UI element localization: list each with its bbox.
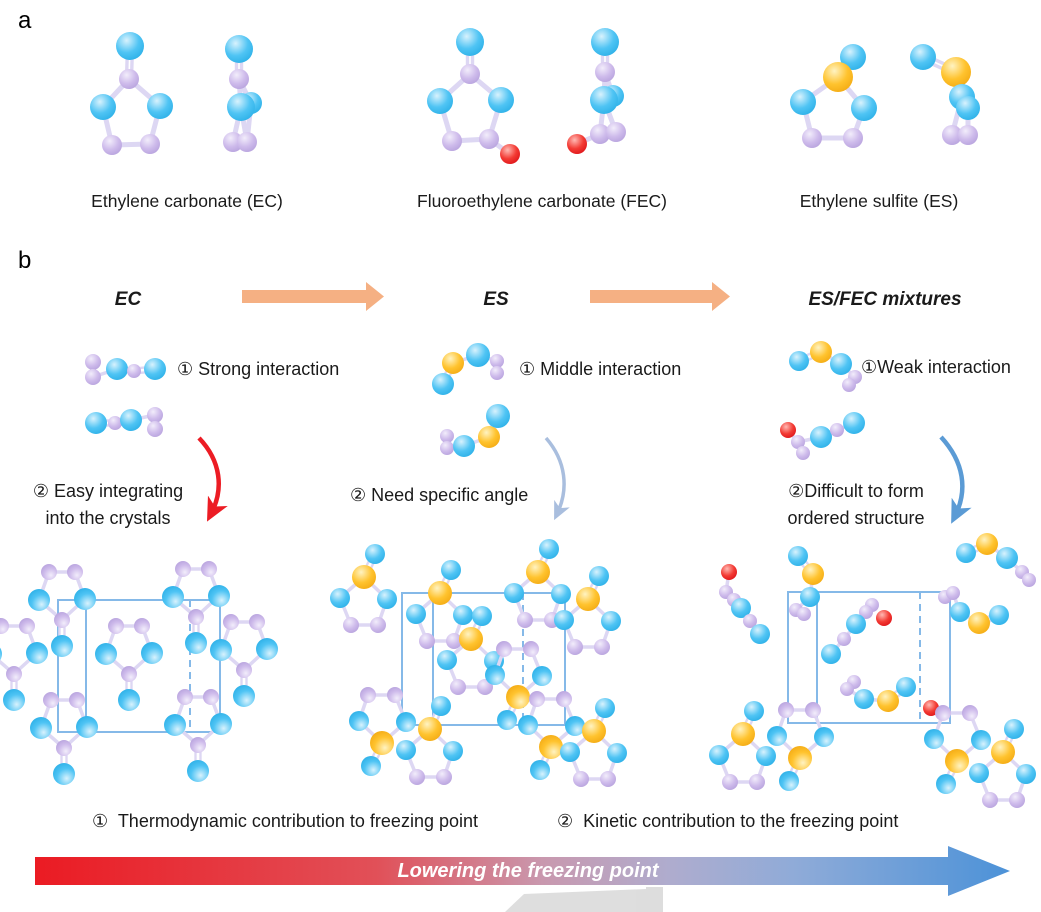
crystal-es	[330, 539, 627, 787]
kinetic-ec: ② Easy integrating into the crystals	[32, 481, 184, 528]
ec-ring-2-molecule	[95, 618, 163, 711]
ec-side-view	[223, 35, 262, 152]
ec-ring-5-molecule	[30, 692, 98, 785]
caption-es: Ethylene sulfite (ES)	[799, 191, 959, 211]
ec-ring-1	[162, 561, 230, 654]
kinetic-mix: ②Difficult to form ordered structure	[787, 481, 925, 528]
ec-ring-6	[164, 689, 232, 782]
curved-arrow-ec	[197, 436, 228, 522]
mix-es-chain-g	[938, 586, 1009, 634]
interaction-middle: ① Middle interaction	[519, 359, 682, 379]
es-ring-6-molecule	[349, 687, 416, 776]
flow-arrow-ec-es	[242, 282, 384, 311]
mix-es-chain-c	[956, 533, 1036, 587]
interaction-weak: ①Weak interaction	[861, 357, 1011, 377]
es-ring-3-molecule	[554, 566, 621, 655]
freezing-arrow-label: Lowering the freezing point	[397, 860, 659, 882]
watermark-shape	[505, 887, 663, 912]
es-ring-8	[518, 691, 585, 780]
legend-thermodynamic: ① Thermodynamic contribution to freezing…	[92, 811, 478, 831]
ec-ring-1-molecule	[162, 561, 230, 654]
es-ring-7	[396, 696, 463, 785]
mix-ring-2	[924, 705, 991, 794]
es-ring-7-molecule	[396, 696, 463, 785]
mix-ring-1-molecule	[767, 702, 834, 791]
es-ring-5	[485, 641, 552, 730]
ec-ring-3-molecule	[0, 618, 48, 711]
mix-es-chain-e	[840, 675, 939, 716]
header-es-fec: ES/FEC mixtures	[808, 289, 962, 310]
mix-ring-0	[709, 701, 776, 790]
crystal-ec	[0, 561, 278, 785]
ec-front-view	[90, 32, 173, 155]
panel-a-label: a	[18, 7, 32, 34]
es-ring-0-molecule	[330, 544, 397, 633]
mix-chain-d	[821, 598, 892, 664]
ec-ring-3	[0, 618, 48, 711]
ec-ring-6-molecule	[164, 689, 232, 782]
mix-es-chain-b	[788, 546, 824, 621]
mix-ring-1	[767, 702, 834, 791]
es-pair-molecule-1	[432, 343, 504, 395]
crystal-mix	[709, 701, 1036, 808]
flow-arrow-es-mix	[590, 282, 730, 311]
es-ring-1-molecule	[406, 560, 473, 649]
unit-cell-mix	[787, 591, 951, 724]
es-pair-molecule-2	[440, 404, 510, 457]
es-side-view	[910, 44, 980, 145]
ec-pair-molecule-1	[85, 354, 166, 385]
ec-ring-0-molecule	[28, 564, 96, 657]
flow-arrows	[242, 282, 730, 311]
kinetic-es: ② Need specific angle	[350, 485, 529, 505]
es-ring-3	[554, 566, 621, 655]
mix-ring-0-molecule	[709, 701, 776, 790]
header-es: ES	[483, 289, 509, 310]
es-ring-6	[349, 687, 416, 776]
es-ring-2-molecule	[504, 539, 571, 628]
mix-ring-3	[969, 719, 1036, 808]
caption-ec: Ethylene carbonate (EC)	[91, 191, 283, 211]
freezing-gradient-arrow	[35, 846, 1010, 896]
es-ring-5-molecule	[485, 641, 552, 730]
ec-ring-4	[210, 614, 278, 707]
mix-pair-es-molecule	[789, 341, 862, 392]
interaction-strong: ① Strong interaction	[177, 359, 340, 379]
ec-pair-molecule-2	[85, 407, 163, 437]
es-ring-2	[504, 539, 571, 628]
mix-ring-2-molecule	[924, 705, 991, 794]
caption-fec: Fluoroethylene carbonate (FEC)	[417, 191, 667, 211]
fec-front-view	[427, 28, 520, 164]
mix-fec-chain-a	[719, 564, 770, 644]
unit-cell-ec	[57, 599, 221, 733]
ec-ring-2	[95, 618, 163, 711]
curved-arrow-mix	[939, 435, 972, 524]
fec-side-view	[567, 28, 626, 154]
es-ring-9-molecule	[560, 698, 627, 787]
ec-ring-5	[30, 692, 98, 785]
es-front-view	[790, 44, 877, 148]
panel-b-label: b	[18, 247, 32, 274]
es-ring-1	[406, 560, 473, 649]
es-ring-9	[560, 698, 627, 787]
curved-arrow-es	[544, 436, 570, 521]
legend-kinetic: ② Kinetic contribution to the freezing p…	[557, 811, 899, 831]
ec-ring-0	[28, 564, 96, 657]
ec-ring-4-molecule	[210, 614, 278, 707]
mix-pair-fec-molecule	[780, 412, 865, 460]
mix-ring-3-molecule	[969, 719, 1036, 808]
header-ec: EC	[114, 289, 142, 310]
es-ring-0	[330, 544, 397, 633]
es-ring-8-molecule	[518, 691, 585, 780]
